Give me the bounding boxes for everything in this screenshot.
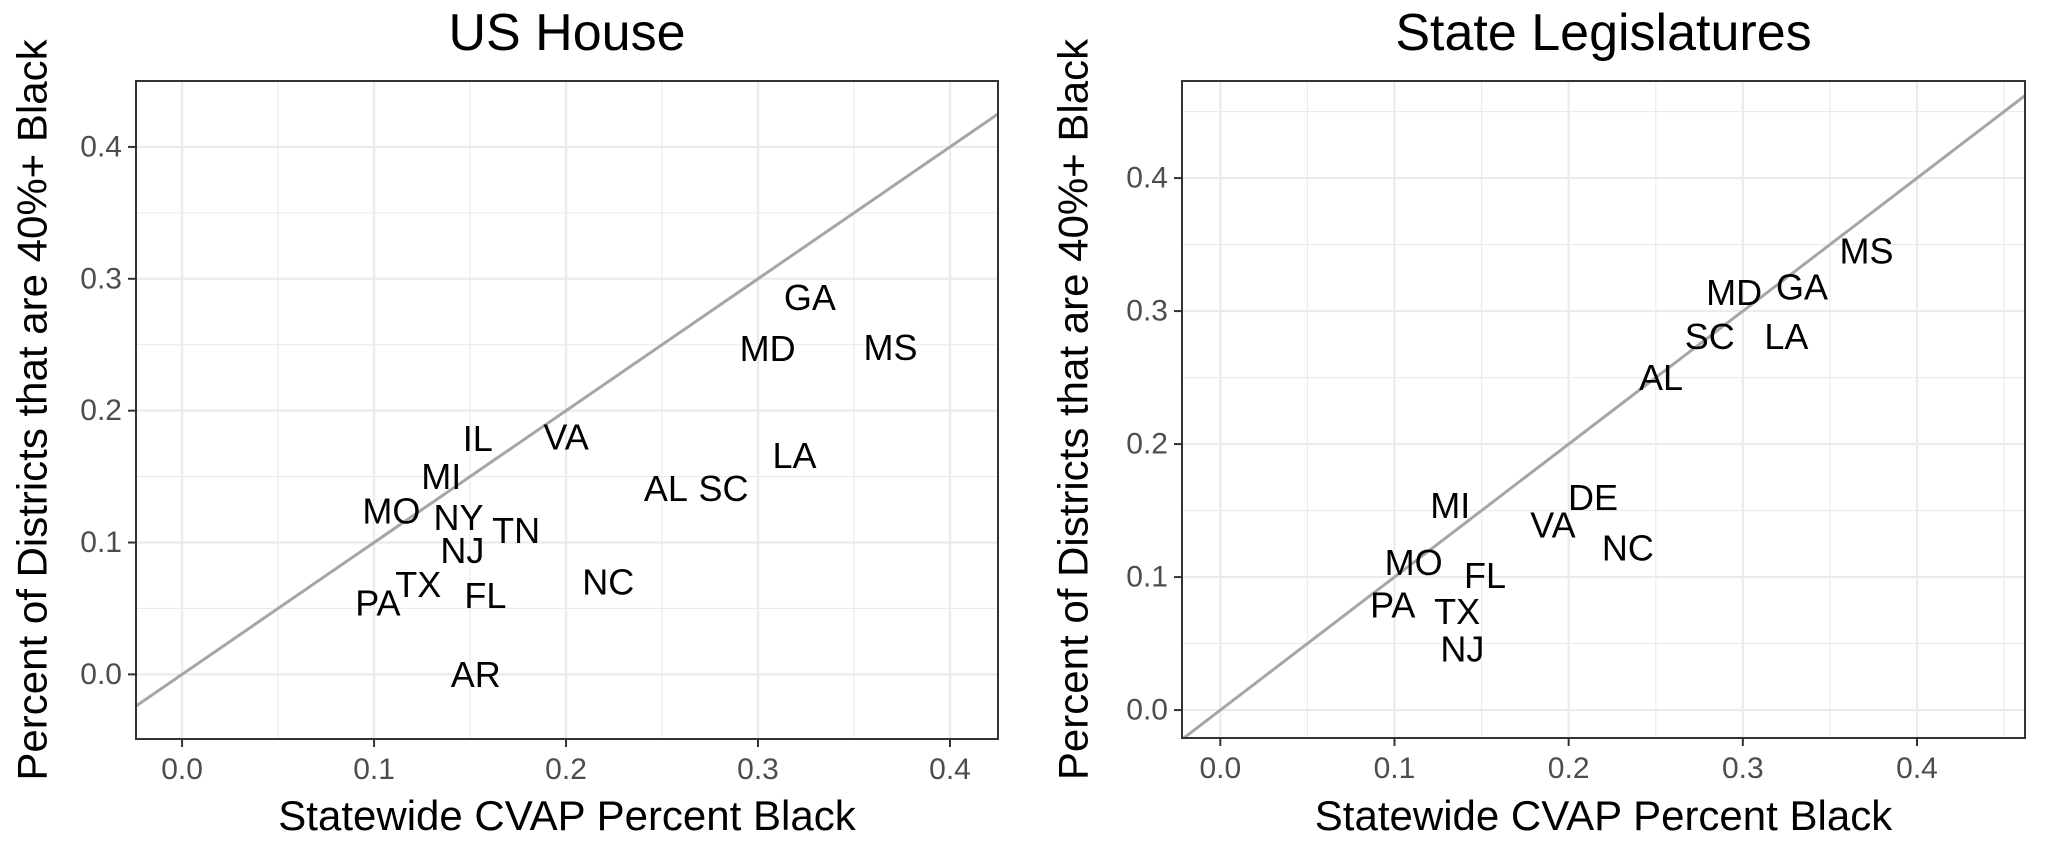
point-label-md: MD [740,328,796,369]
y-tick-label: 0.1 [1126,561,1168,594]
point-label-mi: MI [1430,485,1470,526]
point-label-nc: NC [1602,527,1654,568]
point-label-al: AL [1639,357,1683,398]
point-label-il: IL [463,418,493,459]
chart-title: State Legislatures [1395,4,1811,62]
point-label-nc: NC [582,562,634,603]
point-label-de: DE [1568,477,1618,518]
x-tick-label: 0.0 [161,753,203,786]
point-label-ms: MS [863,327,917,368]
point-label-mi: MI [421,456,461,497]
point-label-ny: NY [434,497,484,538]
point-label-pa: PA [1370,585,1415,626]
x-tick-label: 0.1 [1374,752,1416,785]
point-label-va: VA [1530,505,1575,546]
y-tick-label: 0.0 [80,658,122,691]
point-label-nj: NJ [440,530,484,571]
y-axis-title: Percent of Districts that are 40%+ Black [1050,38,1097,780]
panel-border [1181,80,2026,739]
y-tick-label: 0.2 [80,394,122,427]
point-label-md: MD [1706,272,1762,313]
y-tick-label: 0.4 [1126,162,1168,195]
point-label-tx: TX [395,564,441,605]
point-label-tx: TX [1434,591,1480,632]
point-label-al: AL [644,468,688,509]
point-label-mo: MO [1385,542,1443,583]
point-label-pa: PA [355,583,400,624]
y-tick-label: 0.4 [80,130,122,163]
point-label-ga: GA [1776,267,1828,308]
point-label-ms: MS [1840,231,1894,272]
reference-line-y-equals-x [136,112,998,708]
point-label-nj: NJ [1440,628,1484,669]
x-tick-label: 0.4 [929,753,971,786]
plot-background [1182,81,2025,738]
x-tick-label: 0.2 [545,753,587,786]
y-tick-label: 0.3 [1126,295,1168,328]
x-axis-title: Statewide CVAP Percent Black [1315,792,1893,839]
x-tick-label: 0.0 [1199,752,1241,785]
x-tick-label: 0.3 [737,753,779,786]
y-tick-label: 0.1 [80,526,122,559]
x-tick-label: 0.2 [1548,752,1590,785]
y-tick-label: 0.0 [1126,694,1168,727]
point-label-sc: SC [1685,316,1735,357]
y-tick-label: 0.2 [1126,428,1168,461]
reference-line-y-equals-x [1182,94,2025,738]
point-label-fl: FL [1464,555,1506,596]
point-label-la: LA [772,435,816,476]
x-tick-label: 0.4 [1896,752,1938,785]
point-label-fl: FL [464,575,506,616]
point-label-la: LA [1764,316,1808,357]
x-axis-title: Statewide CVAP Percent Black [278,792,856,839]
point-label-sc: SC [698,468,748,509]
point-label-ar: AR [451,654,501,695]
x-tick-label: 0.3 [1722,752,1764,785]
y-tick-label: 0.3 [80,262,122,295]
chart-title: US House [449,4,686,62]
point-label-va: VA [543,417,588,458]
point-label-tn: TN [492,510,540,551]
y-axis-title: Percent of Districts that are 40%+ Black [9,38,56,780]
point-label-mo: MO [362,490,420,531]
x-tick-label: 0.1 [353,753,395,786]
point-label-ga: GA [784,277,836,318]
